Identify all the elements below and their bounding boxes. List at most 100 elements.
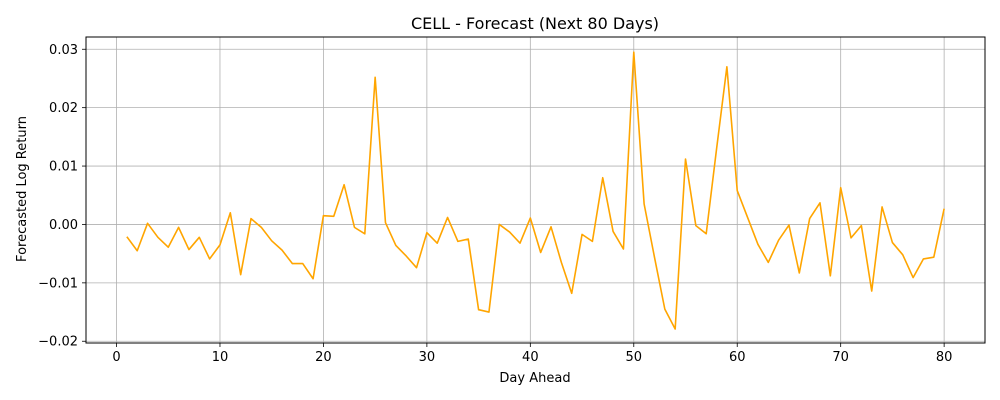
data-point	[612, 230, 615, 233]
data-point	[777, 239, 780, 242]
data-point	[601, 176, 604, 179]
data-point	[870, 290, 873, 293]
data-point	[343, 183, 346, 186]
data-point	[219, 243, 222, 246]
data-point	[167, 246, 170, 249]
data-point	[715, 148, 718, 151]
y-tick-label: −0.01	[38, 276, 78, 291]
data-point	[177, 226, 180, 229]
data-point	[819, 201, 822, 204]
data-point	[198, 236, 201, 239]
data-point	[457, 240, 460, 243]
data-point	[415, 266, 418, 269]
data-point	[208, 258, 211, 261]
data-point	[291, 262, 294, 265]
data-point	[736, 189, 739, 192]
data-point	[653, 256, 656, 259]
data-point	[901, 253, 904, 256]
data-point	[912, 276, 915, 279]
data-point	[488, 311, 491, 314]
plot-area-frame	[85, 36, 986, 344]
x-tick-label: 20	[315, 350, 332, 365]
data-point	[850, 236, 853, 239]
data-point	[932, 256, 935, 259]
data-point	[798, 272, 801, 275]
x-tick-label: 50	[626, 350, 643, 365]
data-point	[229, 211, 232, 214]
data-point	[891, 241, 894, 244]
data-point	[446, 216, 449, 219]
data-point	[353, 226, 356, 229]
data-point	[550, 225, 553, 228]
data-point	[581, 233, 584, 236]
data-point	[529, 217, 532, 220]
data-point	[757, 243, 760, 246]
data-point	[632, 51, 635, 54]
x-tick-label: 80	[936, 350, 953, 365]
data-point	[332, 215, 335, 218]
data-point	[239, 273, 242, 276]
data-point	[146, 222, 149, 225]
data-point	[384, 221, 387, 224]
data-point	[270, 239, 273, 242]
data-point	[570, 292, 573, 295]
data-point	[508, 231, 511, 234]
data-point	[425, 231, 428, 234]
y-tick-label: −0.02	[38, 335, 78, 350]
data-point	[498, 223, 501, 226]
data-point	[684, 158, 687, 161]
data-point	[136, 249, 139, 252]
data-point	[436, 242, 439, 245]
x-tick-label: 70	[832, 350, 849, 365]
y-axis-label: Forecasted Log Return	[15, 116, 30, 262]
data-point	[477, 308, 480, 311]
y-tick-label: 0.01	[49, 160, 78, 175]
data-point	[519, 242, 522, 245]
data-point	[725, 65, 728, 68]
x-tick-label: 30	[419, 350, 436, 365]
data-point	[943, 207, 946, 210]
data-point	[301, 262, 304, 265]
data-point	[881, 206, 884, 209]
axis-ticks: 0 10 20 30 40 50 60 70 80 −0.02 −0.01 0.00 0.01 0.02 0…	[38, 43, 952, 365]
chart-title: CELL - Forecast (Next 80 Days)	[411, 14, 659, 33]
data-point	[312, 277, 315, 280]
data-point	[405, 255, 408, 258]
data-point	[663, 308, 666, 311]
data-point	[539, 251, 542, 254]
y-tick-label: 0.03	[49, 43, 78, 58]
x-tick-label: 40	[522, 350, 539, 365]
forecast-series-line	[126, 51, 945, 330]
x-tick-label: 10	[212, 350, 229, 365]
y-tick-label: 0.02	[49, 101, 78, 116]
data-point	[705, 232, 708, 235]
data-point	[694, 224, 697, 227]
data-point	[467, 238, 470, 241]
series-layer	[125, 51, 946, 331]
data-point	[622, 248, 625, 251]
data-point	[808, 217, 811, 220]
grid-lines	[86, 37, 985, 343]
data-point	[394, 244, 397, 247]
data-point	[922, 258, 925, 261]
data-point	[839, 186, 842, 189]
data-point	[860, 224, 863, 227]
data-point	[788, 224, 791, 227]
data-point	[363, 232, 366, 235]
x-axis-label: Day Ahead	[499, 371, 570, 386]
y-tick-label: 0.00	[49, 218, 78, 233]
data-point	[250, 217, 253, 220]
data-point	[560, 261, 563, 264]
data-point	[188, 248, 191, 251]
data-point	[125, 235, 128, 238]
data-point	[374, 76, 377, 79]
data-point	[674, 328, 677, 331]
data-point	[260, 226, 263, 229]
data-point	[746, 216, 749, 219]
data-point	[281, 249, 284, 252]
x-tick-label: 0	[112, 350, 120, 365]
data-point	[157, 236, 160, 239]
x-tick-label: 60	[729, 350, 746, 365]
